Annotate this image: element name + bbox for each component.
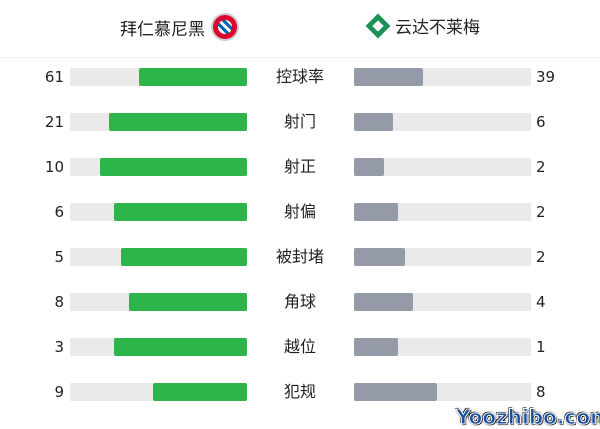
- away-value: 8: [536, 383, 546, 401]
- away-bar-track: [354, 203, 531, 221]
- home-bar-track: [70, 293, 247, 311]
- home-team-name: 拜仁慕尼黑: [120, 19, 205, 40]
- home-bar-fill: [153, 383, 247, 401]
- home-bar-fill: [120, 248, 247, 266]
- away-value: 4: [536, 293, 546, 311]
- away-bar-track: [354, 113, 531, 131]
- away-bar-track: [354, 248, 531, 266]
- stat-row: 9 犯规 8: [0, 380, 600, 404]
- away-bar-track: [354, 338, 531, 356]
- away-bar-track: [354, 293, 531, 311]
- away-value: 2: [536, 158, 546, 176]
- stat-label: 被封堵: [275, 247, 324, 266]
- home-bar-track: [70, 383, 247, 401]
- werder-crest-icon: [365, 13, 391, 38]
- away-bar-fill: [354, 68, 424, 86]
- stat-row: 61 控球率 39: [0, 65, 600, 89]
- away-bar-fill: [354, 383, 438, 401]
- stat-row: 3 越位 1: [0, 335, 600, 359]
- home-bar-track: [70, 248, 247, 266]
- away-bar-fill: [354, 203, 399, 221]
- away-team-name: 云达不莱梅: [395, 18, 480, 38]
- away-value: 6: [536, 113, 546, 131]
- home-bar-fill: [99, 158, 247, 176]
- home-bar-fill: [114, 203, 247, 221]
- home-value: 8: [54, 293, 64, 311]
- home-bar-track: [70, 203, 247, 221]
- stat-label: 控球率: [275, 67, 324, 86]
- stat-row: 8 角球 4: [0, 290, 600, 314]
- stat-label: 犯规: [283, 382, 316, 401]
- home-value: 10: [44, 158, 64, 176]
- home-bar-fill: [139, 68, 247, 86]
- away-value: 2: [536, 248, 546, 266]
- home-value: 61: [44, 68, 64, 86]
- home-team[interactable]: 拜仁慕尼黑: [120, 13, 239, 41]
- stat-label: 越位: [283, 337, 316, 356]
- away-bar-fill: [354, 248, 405, 266]
- home-value: 21: [44, 113, 64, 131]
- away-bar-fill: [354, 158, 384, 176]
- home-bar-track: [70, 338, 247, 356]
- away-bar-track: [354, 68, 531, 86]
- away-value: 2: [536, 203, 546, 221]
- home-value: 5: [54, 248, 64, 266]
- away-bar-track: [354, 158, 531, 176]
- watermark: Yoozhibo.com: [456, 405, 600, 429]
- stat-label: 射门: [283, 112, 316, 131]
- stat-label: 射偏: [283, 202, 316, 221]
- home-bar-fill: [114, 338, 247, 356]
- stat-label: 射正: [283, 157, 316, 176]
- home-bar-track: [70, 113, 247, 131]
- home-bar-track: [70, 68, 247, 86]
- away-value: 1: [536, 338, 546, 356]
- bayern-crest-icon: [211, 13, 239, 41]
- stat-row: 6 射偏 2: [0, 200, 600, 224]
- away-bar-fill: [354, 113, 394, 131]
- home-value: 6: [54, 203, 64, 221]
- stat-row: 10 射正 2: [0, 155, 600, 179]
- away-team[interactable]: 云达不莱梅: [365, 13, 480, 38]
- header: 拜仁慕尼黑 云达不莱梅: [0, 0, 600, 58]
- away-value: 39: [536, 68, 556, 86]
- away-bar-track: [354, 383, 531, 401]
- home-bar-track: [70, 158, 247, 176]
- home-value: 9: [54, 383, 64, 401]
- home-bar-fill: [129, 293, 247, 311]
- home-value: 3: [54, 338, 64, 356]
- stat-row: 5 被封堵 2: [0, 245, 600, 269]
- away-bar-fill: [354, 293, 413, 311]
- stat-label: 角球: [283, 292, 316, 311]
- home-bar-fill: [109, 113, 247, 131]
- away-bar-fill: [354, 338, 399, 356]
- stat-row: 21 射门 6: [0, 110, 600, 134]
